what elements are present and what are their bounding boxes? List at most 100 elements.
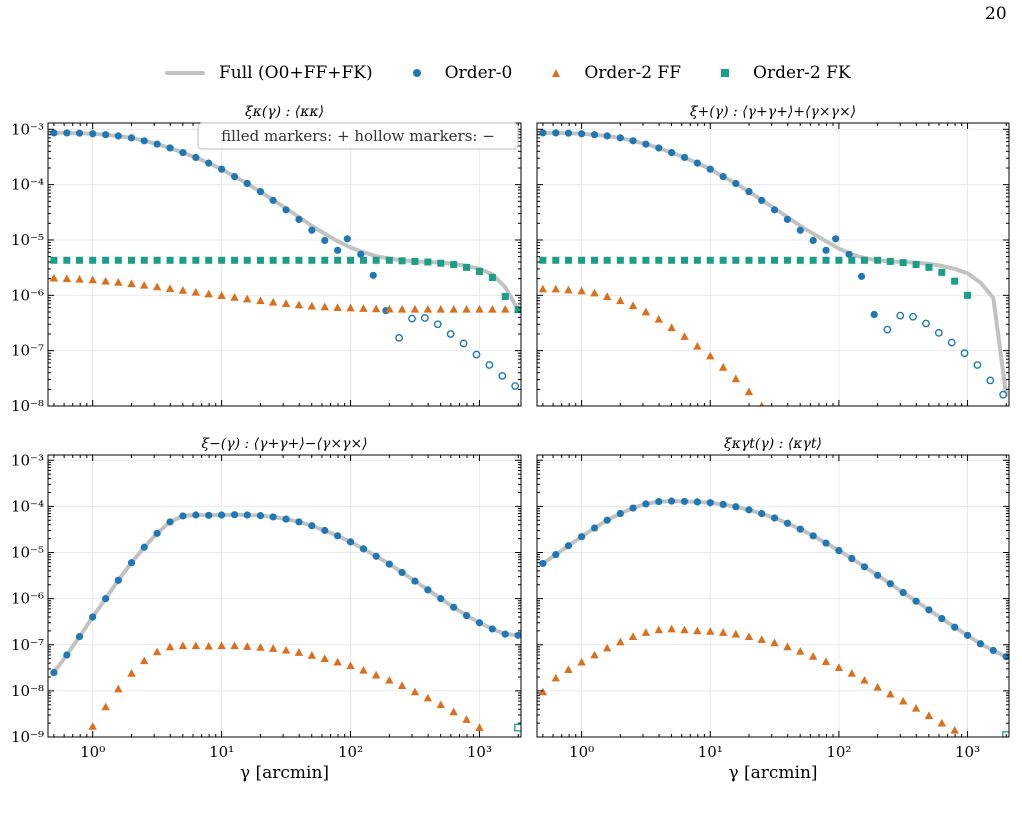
fk-point xyxy=(321,256,329,264)
fk-point xyxy=(102,256,110,264)
order0-point xyxy=(874,571,882,579)
order0-point xyxy=(501,630,509,638)
order0-negative-point xyxy=(485,361,494,369)
ff-point xyxy=(230,293,239,301)
ff-point xyxy=(731,629,741,638)
ff-point xyxy=(385,675,394,684)
order0-point xyxy=(719,172,727,181)
order0-point xyxy=(411,577,419,585)
fk-point xyxy=(411,257,419,265)
order0-point xyxy=(642,140,650,148)
ff-point xyxy=(577,657,586,666)
legend-item-fk: Order-2 FK xyxy=(707,63,851,83)
order0-point xyxy=(140,137,148,145)
plot-area xyxy=(538,129,1009,406)
legend-label-order0: Order-0 xyxy=(444,63,513,83)
ff-point xyxy=(165,284,175,293)
order0-point xyxy=(230,172,239,181)
ff-point xyxy=(230,641,239,650)
order0-point xyxy=(668,497,676,505)
order0-point xyxy=(127,559,136,567)
legend-item-order0: Order-0 xyxy=(399,63,513,83)
order0-point xyxy=(822,539,830,547)
ff-point xyxy=(602,292,612,300)
order0-point xyxy=(870,310,878,319)
order0-point xyxy=(693,498,701,506)
ff-point xyxy=(204,289,213,298)
ff-point xyxy=(152,282,162,291)
ff-point xyxy=(654,625,663,634)
fk-point xyxy=(835,256,843,264)
ff-point xyxy=(127,279,136,288)
fk-point xyxy=(629,256,637,264)
ff-point xyxy=(101,702,110,711)
fk-point xyxy=(179,256,187,264)
legend-line-symbol xyxy=(165,71,205,75)
fk-point xyxy=(450,261,458,269)
order0-point xyxy=(398,568,406,577)
order0-negative-point xyxy=(446,330,455,338)
fk-point xyxy=(925,263,933,271)
ff-point xyxy=(898,696,908,705)
fk-point xyxy=(424,258,432,266)
order0-point xyxy=(758,196,766,204)
order0-point xyxy=(539,129,547,137)
order0-point xyxy=(102,131,110,139)
fk-point xyxy=(912,261,920,269)
order0-negative-point xyxy=(472,350,481,359)
ff-point xyxy=(718,363,728,371)
fk-point xyxy=(616,256,624,264)
order0-point xyxy=(385,560,393,568)
ff-point xyxy=(294,648,304,656)
order0-point xyxy=(796,525,804,533)
order0-point xyxy=(629,504,637,512)
order0-point xyxy=(166,144,174,152)
order0-point xyxy=(450,603,458,611)
ff-point xyxy=(744,632,754,641)
order0-point xyxy=(719,500,727,509)
ff-point xyxy=(256,296,265,305)
fk-point xyxy=(205,256,213,264)
full-model-line xyxy=(51,130,521,312)
plot-area xyxy=(49,129,521,390)
order0-point xyxy=(475,619,484,627)
order0-point xyxy=(63,651,71,659)
annotation-box xyxy=(197,122,519,150)
fk-point xyxy=(771,256,779,264)
order0-point xyxy=(230,511,239,519)
order0-point xyxy=(243,511,251,519)
order0-point xyxy=(192,511,200,519)
ff-point xyxy=(693,626,702,635)
x-axis-label: γ [arcmin] xyxy=(728,763,817,783)
order0-point xyxy=(783,215,792,224)
ff-point xyxy=(191,287,201,296)
ff-point xyxy=(333,657,342,666)
ff-point xyxy=(281,299,291,307)
fk-point xyxy=(578,256,586,264)
ff-point xyxy=(217,291,226,299)
order0-point xyxy=(745,506,753,514)
order0-point xyxy=(308,522,316,530)
order0-negative-point xyxy=(909,312,917,321)
order0-point xyxy=(256,187,265,196)
ff-point xyxy=(359,304,368,312)
ff-point xyxy=(821,657,831,666)
y-tick-label: 10⁻⁶ xyxy=(11,286,44,304)
order0-point xyxy=(629,137,637,145)
ff-point xyxy=(88,722,97,730)
order0-negative-point xyxy=(395,334,403,342)
fk-point xyxy=(822,256,830,264)
ff-point xyxy=(204,641,213,650)
order0-point xyxy=(616,509,624,518)
fk-point xyxy=(642,256,650,264)
ff-point xyxy=(551,673,560,682)
order0-point xyxy=(832,235,840,243)
ff-point xyxy=(628,301,638,310)
ff-point xyxy=(475,304,484,313)
ff-point xyxy=(950,725,959,734)
full-model-line xyxy=(540,130,1009,397)
order0-point xyxy=(603,132,611,140)
ff-point xyxy=(436,700,445,709)
fk-point xyxy=(655,256,663,264)
order0-point xyxy=(845,250,853,258)
